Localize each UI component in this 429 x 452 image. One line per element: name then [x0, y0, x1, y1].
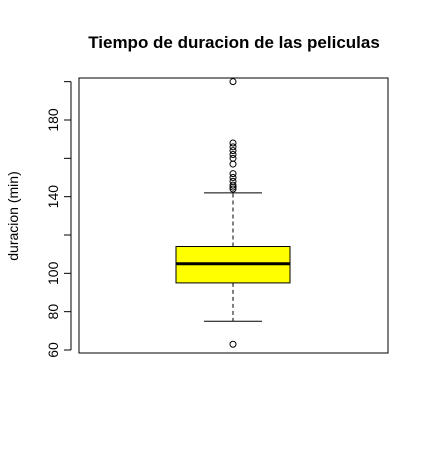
y-tick-label: 100: [45, 261, 61, 285]
outlier-point: [229, 143, 237, 151]
outlier-point: [229, 154, 237, 162]
y-tick-label: 180: [45, 108, 61, 132]
outlier-point: [229, 78, 237, 86]
y-tick-label: 80: [45, 304, 61, 320]
outlier-point: [229, 181, 237, 189]
plot-area: [175, 78, 291, 348]
outlier-point: [229, 139, 237, 147]
y-tick-label: 140: [45, 185, 61, 209]
outlier-point: [229, 170, 237, 178]
plot-frame: [78, 77, 389, 354]
y-axis-label: duracion (min): [5, 171, 21, 260]
outlier-point: [229, 160, 237, 168]
chart-title: Tiempo de duracion de las peliculas: [88, 33, 380, 52]
y-tick-label: 60: [45, 342, 61, 358]
outlier-point: [229, 147, 237, 155]
y-axis: 60 80 100 140 180: [45, 81, 72, 358]
outlier-point: [229, 177, 237, 185]
outlier-point: [229, 340, 237, 348]
outlier-point: [229, 151, 237, 158]
outlier-point: [229, 185, 237, 193]
outlier-point: [229, 174, 237, 181]
